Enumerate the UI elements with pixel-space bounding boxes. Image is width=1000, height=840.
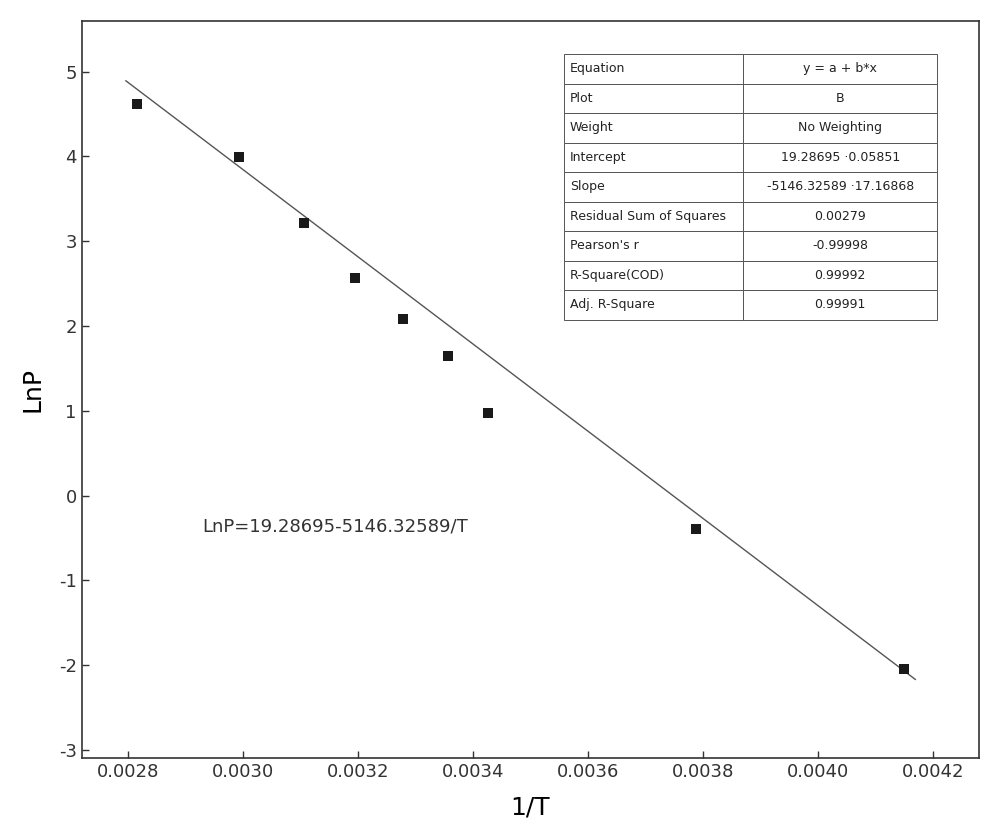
- Text: 0.99991: 0.99991: [814, 298, 866, 312]
- Point: [347, 271, 363, 285]
- Bar: [564, 143, 743, 172]
- Bar: [743, 83, 937, 113]
- Text: Equation: Equation: [570, 62, 625, 76]
- Point: [896, 662, 912, 675]
- Text: y = a + b*x: y = a + b*x: [803, 62, 877, 76]
- Bar: [564, 260, 743, 290]
- Point: [231, 150, 247, 164]
- Text: Pearson's r: Pearson's r: [570, 239, 639, 252]
- Text: 19.28695 ·0.05851: 19.28695 ·0.05851: [781, 151, 900, 164]
- Text: Plot: Plot: [570, 92, 593, 105]
- Bar: [743, 54, 937, 83]
- Text: Slope: Slope: [570, 181, 605, 193]
- Text: Weight: Weight: [570, 121, 613, 134]
- Bar: [743, 202, 937, 231]
- Bar: [564, 113, 743, 143]
- Bar: [564, 202, 743, 231]
- Point: [129, 97, 145, 111]
- Bar: [564, 231, 743, 260]
- Point: [480, 406, 496, 419]
- Bar: [743, 260, 937, 290]
- Point: [296, 216, 312, 229]
- Bar: [743, 290, 937, 319]
- X-axis label: 1/T: 1/T: [511, 795, 550, 819]
- Bar: [564, 172, 743, 202]
- Text: LnP=19.28695-5146.32589/T: LnP=19.28695-5146.32589/T: [202, 517, 468, 535]
- Text: Intercept: Intercept: [570, 151, 626, 164]
- Bar: [743, 113, 937, 143]
- Text: 0.99992: 0.99992: [814, 269, 866, 281]
- Y-axis label: LnP: LnP: [21, 367, 45, 412]
- Text: No Weighting: No Weighting: [798, 121, 882, 134]
- Text: -5146.32589 ·17.16868: -5146.32589 ·17.16868: [767, 181, 914, 193]
- Text: Adj. R-Square: Adj. R-Square: [570, 298, 655, 312]
- Text: -0.99998: -0.99998: [812, 239, 868, 252]
- Bar: [564, 54, 743, 83]
- Bar: [743, 172, 937, 202]
- Text: R-Square(COD): R-Square(COD): [570, 269, 665, 281]
- Bar: [743, 231, 937, 260]
- Point: [688, 522, 704, 536]
- Bar: [564, 290, 743, 319]
- Bar: [743, 143, 937, 172]
- Text: 0.00279: 0.00279: [814, 210, 866, 223]
- Bar: [564, 83, 743, 113]
- Text: Residual Sum of Squares: Residual Sum of Squares: [570, 210, 726, 223]
- Point: [395, 312, 411, 326]
- Point: [440, 349, 456, 363]
- Text: B: B: [836, 92, 844, 105]
